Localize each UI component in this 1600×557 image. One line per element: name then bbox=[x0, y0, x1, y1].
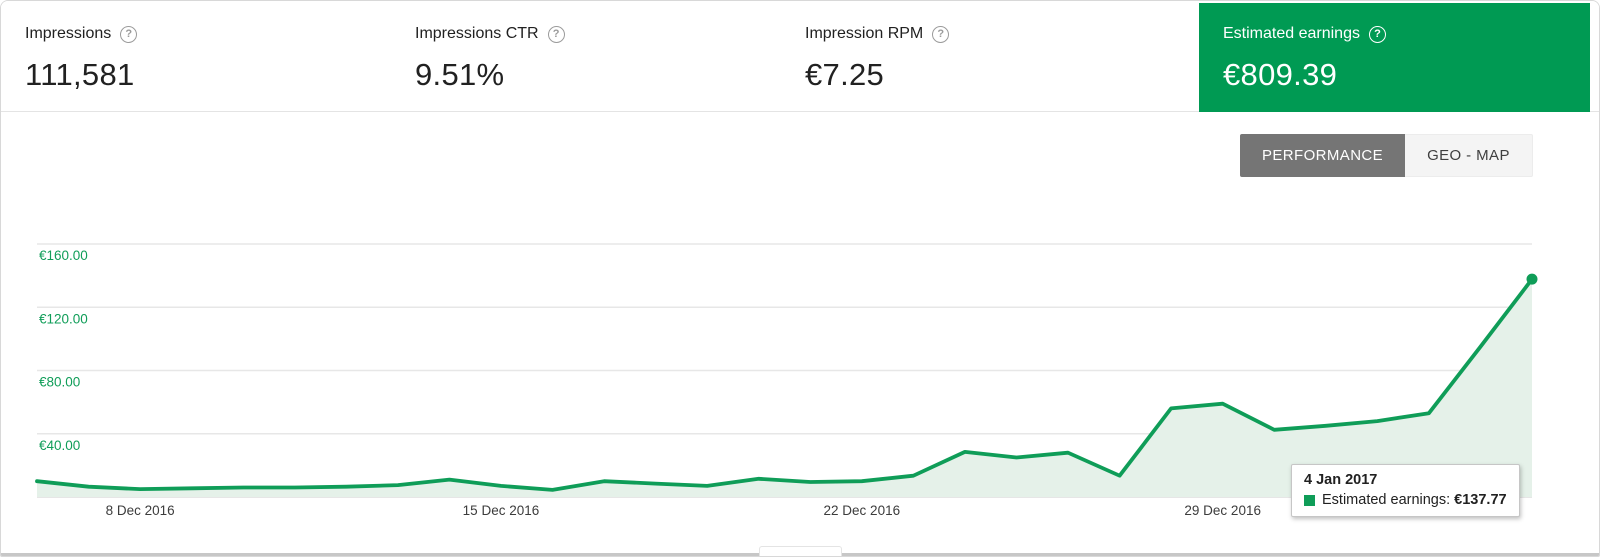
metric-card-impressions[interactable]: Impressions ? 111,581 bbox=[25, 1, 395, 112]
tab-geo-map[interactable]: GEO - MAP bbox=[1405, 134, 1533, 177]
metric-label: Impression RPM bbox=[805, 25, 924, 42]
hovered-data-point bbox=[1526, 273, 1538, 285]
metric-value: 111,581 bbox=[25, 57, 135, 92]
metric-card-impressions-ctr[interactable]: Impressions CTR ? 9.51% bbox=[415, 1, 785, 112]
view-tabs: PERFORMANCE GEO - MAP bbox=[1240, 134, 1533, 177]
tooltip-value: €137.77 bbox=[1454, 492, 1507, 508]
x-axis-tick-label: 22 Dec 2016 bbox=[824, 503, 901, 518]
help-icon[interactable]: ? bbox=[1368, 25, 1386, 43]
earnings-line bbox=[35, 277, 1534, 492]
metric-value: 9.51% bbox=[415, 57, 505, 92]
y-axis-tick-label: €120.00 bbox=[39, 311, 88, 326]
series-marker-icon bbox=[1304, 494, 1315, 506]
help-icon[interactable]: ? bbox=[120, 25, 138, 43]
tooltip-series-label: Estimated earnings: bbox=[1322, 492, 1451, 508]
y-axis-tick-label: €80.00 bbox=[39, 375, 80, 390]
y-axis-tick-label: €160.00 bbox=[39, 248, 88, 263]
tab-performance[interactable]: PERFORMANCE bbox=[1240, 134, 1406, 177]
metric-label: Estimated earnings bbox=[1223, 25, 1360, 42]
x-axis-tick-label: 8 Dec 2016 bbox=[106, 503, 175, 518]
help-icon[interactable]: ? bbox=[932, 25, 950, 43]
y-axis-tick-label: €40.00 bbox=[39, 438, 80, 453]
help-icon[interactable]: ? bbox=[547, 25, 565, 43]
metric-card-estimated-earnings-selected[interactable]: Estimated earnings ? €809.39 bbox=[1199, 3, 1590, 112]
earnings-line-chart-svg[interactable]: €40.00 €80.00 €120.00 €160.00 8 Dec 2016 15 D… bbox=[1, 177, 1600, 557]
metric-card-impression-rpm[interactable]: Impression RPM ? €7.25 bbox=[805, 1, 1175, 112]
x-axis-tick-label: 15 Dec 2016 bbox=[463, 503, 540, 518]
metrics-header: Impressions ? 111,581 Impressions CTR ? … bbox=[1, 1, 1599, 112]
metric-label: Impressions bbox=[25, 25, 112, 42]
earnings-chart[interactable]: €40.00 €80.00 €120.00 €160.00 8 Dec 2016 15 D… bbox=[1, 177, 1599, 556]
metric-value: €809.39 bbox=[1223, 57, 1338, 92]
chart-tooltip: 4 Jan 2017 Estimated earnings: €137.77 bbox=[1291, 464, 1520, 517]
metric-value: €7.25 bbox=[805, 57, 885, 92]
earnings-area-fill bbox=[37, 279, 1532, 497]
x-axis-tick-label: 29 Dec 2016 bbox=[1184, 503, 1261, 518]
tooltip-date: 4 Jan 2017 bbox=[1304, 472, 1378, 488]
metric-label: Impressions CTR bbox=[415, 25, 539, 42]
bottom-scroll-notch[interactable] bbox=[759, 546, 842, 556]
